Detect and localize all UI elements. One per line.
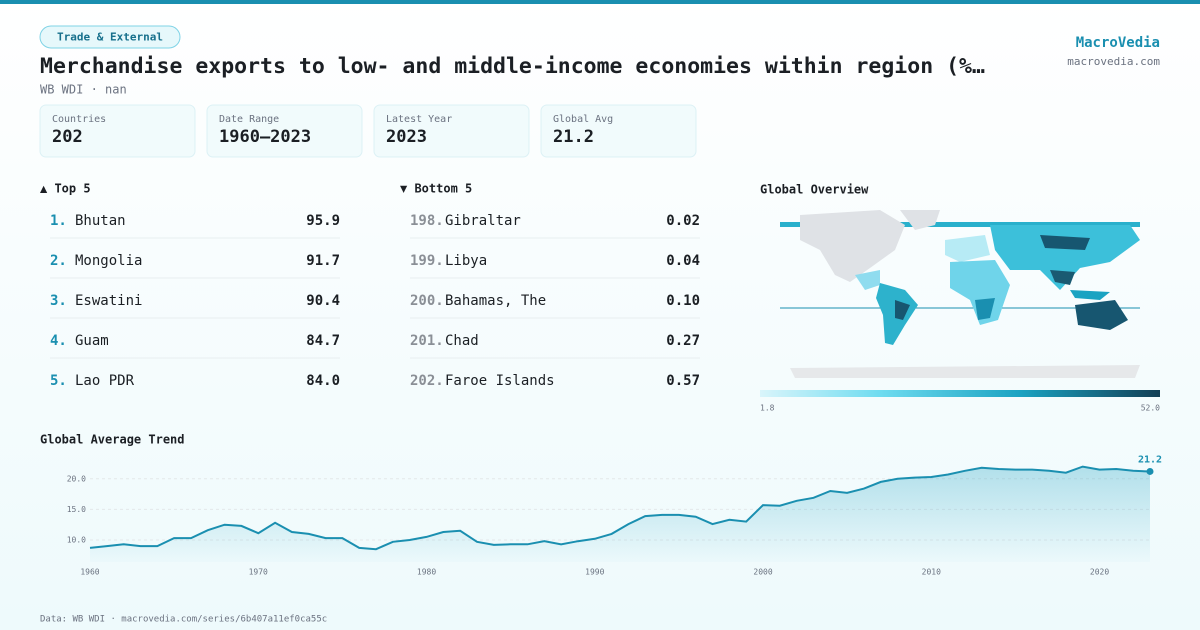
- name: Mongolia: [75, 253, 142, 269]
- name: Faroe Islands: [445, 373, 555, 389]
- rank: 1.: [50, 213, 67, 229]
- y-tick-label: 10.0: [67, 535, 86, 544]
- brand: MacroVedia: [1076, 35, 1160, 51]
- tag: Trade & External: [57, 31, 163, 44]
- colorbar: [760, 390, 1160, 397]
- bottom-title: ▼ Bottom 5: [400, 182, 472, 196]
- stat-card: [373, 104, 530, 158]
- top-bar: [0, 0, 1200, 4]
- name: Guam: [75, 333, 109, 349]
- stat-value: 21.2: [553, 127, 594, 147]
- value: 0.04: [666, 253, 700, 269]
- subtitle: WB WDI · nan: [40, 83, 127, 97]
- rank: 3.: [50, 293, 67, 309]
- name: Bahamas, The: [445, 293, 546, 309]
- map-title: Global Overview: [760, 183, 869, 197]
- rank: 198.: [410, 213, 444, 229]
- x-tick-label: 2020: [1090, 568, 1109, 577]
- stat-card: [39, 104, 196, 158]
- world-map: [780, 210, 1140, 378]
- rank: 199.: [410, 253, 444, 269]
- stat-card: [206, 104, 363, 158]
- x-tick-label: 1990: [585, 568, 604, 577]
- value: 0.57: [666, 373, 700, 389]
- stat-value: 1960–2023: [219, 127, 311, 147]
- title: Merchandise exports to low- and middle-i…: [40, 54, 985, 79]
- end-point: [1146, 467, 1154, 475]
- stat-value: 202: [52, 127, 83, 147]
- stat-value: 2023: [386, 127, 427, 147]
- chart-title: Global Average Trend: [40, 433, 185, 447]
- footer: Data: WB WDI · macrovedia.com/series/6b4…: [40, 615, 327, 625]
- line: [89, 465, 1151, 551]
- site: macrovedia.com: [1067, 55, 1160, 68]
- value: 0.27: [666, 333, 700, 349]
- rank: 201.: [410, 333, 444, 349]
- name: Libya: [445, 253, 487, 269]
- x-tick-label: 2000: [753, 568, 772, 577]
- top-title: ▲ Top 5: [40, 182, 91, 196]
- name: Lao PDR: [75, 373, 135, 389]
- rank: 200.: [410, 293, 444, 309]
- stat-label: Countries: [52, 114, 106, 125]
- x-tick-label: 2010: [922, 568, 941, 577]
- value: 90.4: [306, 293, 340, 309]
- colorbar-max: 52.0: [1141, 404, 1160, 413]
- colorbar-min: 1.8: [760, 404, 775, 413]
- stat-label: Latest Year: [386, 114, 452, 125]
- stat-label: Global Avg: [553, 114, 613, 125]
- name: Chad: [445, 333, 479, 349]
- area: [90, 466, 1150, 562]
- value: 84.0: [306, 373, 340, 389]
- rank: 5.: [50, 373, 67, 389]
- rank: 2.: [50, 253, 67, 269]
- value: 91.7: [306, 253, 340, 269]
- tag-pill: [39, 25, 181, 49]
- x-tick-label: 1970: [249, 568, 268, 577]
- name: Gibraltar: [445, 213, 521, 229]
- name: Bhutan: [75, 213, 126, 229]
- name: Eswatini: [75, 293, 142, 309]
- y-tick-label: 20.0: [67, 474, 86, 483]
- x-tick-label: 1960: [80, 568, 99, 577]
- value: 84.7: [306, 333, 340, 349]
- stat-label: Date Range: [219, 114, 279, 125]
- value: 95.9: [306, 213, 340, 229]
- x-tick-label: 1980: [417, 568, 436, 577]
- y-tick-label: 15.0: [67, 505, 86, 514]
- value: 0.10: [666, 293, 700, 309]
- stat-card: [540, 104, 697, 158]
- end-label: 21.2: [1138, 454, 1162, 465]
- rank: 202.: [410, 373, 444, 389]
- rank: 4.: [50, 333, 67, 349]
- value: 0.02: [666, 213, 700, 229]
